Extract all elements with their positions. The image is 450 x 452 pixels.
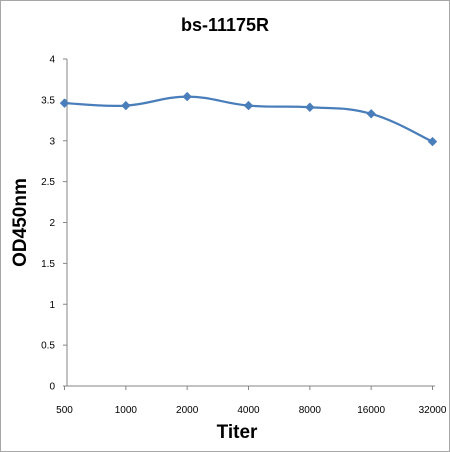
plot-area xyxy=(59,91,438,147)
y-axis-title: OD450nm xyxy=(10,178,31,267)
x-tick-label: 500 xyxy=(56,405,73,416)
data-point-4000 xyxy=(243,100,254,111)
y-tick-label: 3.5 xyxy=(41,95,55,106)
y-tick-label: 1.5 xyxy=(41,259,55,270)
y-tick-label: 0.5 xyxy=(41,341,55,352)
x-tick-label: 1000 xyxy=(115,405,138,416)
x-tick-label: 4000 xyxy=(237,405,260,416)
data-point-2000 xyxy=(182,91,192,102)
y-tick-label: 1 xyxy=(49,300,55,311)
data-point-1000 xyxy=(121,100,131,111)
data-point-32000 xyxy=(427,136,438,147)
data-point-16000 xyxy=(366,109,376,119)
y-tick-label: 0 xyxy=(49,382,55,393)
x-tick-label: 8000 xyxy=(299,405,322,416)
data-point-500 xyxy=(59,98,70,108)
x-tick-label: 2000 xyxy=(176,405,199,416)
y-tick-label: 2.5 xyxy=(41,177,55,188)
data-point-8000 xyxy=(305,102,315,112)
x-axis-title: Titer xyxy=(217,422,258,443)
y-tick-label: 2 xyxy=(49,218,55,229)
x-tick-label: 16000 xyxy=(357,405,385,416)
axes: 0 0.5 1 1.5 2 2.5 3 3.5 4 500 1000 2000 4000 8000 1600… xyxy=(41,55,447,417)
y-tick-label: 4 xyxy=(49,55,55,66)
y-tick-label: 3 xyxy=(49,136,55,147)
chart-title: bs-11175R xyxy=(181,15,269,35)
x-tick-label: 32000 xyxy=(419,405,447,416)
